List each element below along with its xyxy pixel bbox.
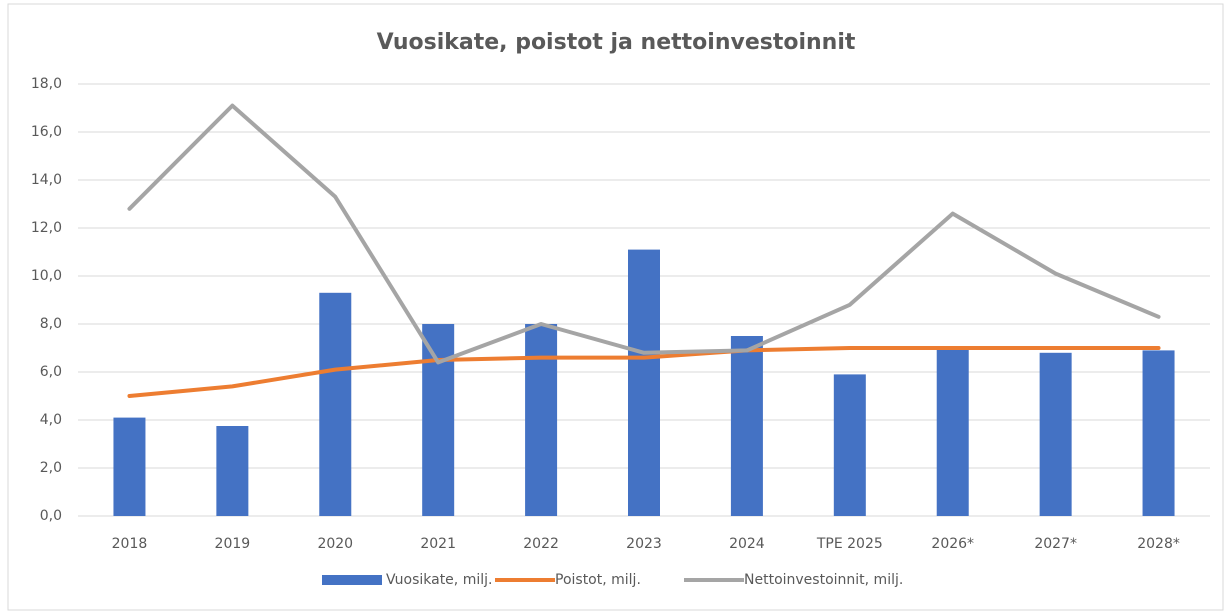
x-tick-label: 2019 bbox=[215, 536, 251, 552]
x-tick-label: TPE 2025 bbox=[816, 536, 883, 552]
x-tick-label: 2023 bbox=[626, 536, 662, 552]
line bbox=[127, 103, 1161, 365]
x-tick-label: 2021 bbox=[420, 536, 456, 552]
x-tick-label: 2027* bbox=[1034, 536, 1077, 552]
bar bbox=[730, 336, 763, 516]
bar bbox=[216, 426, 249, 516]
bar bbox=[319, 292, 352, 516]
x-tick-label: 2022 bbox=[523, 536, 559, 552]
x-tick-label: 2018 bbox=[112, 536, 148, 552]
line bbox=[127, 346, 1161, 398]
bar bbox=[628, 249, 660, 516]
legend-swatch bbox=[322, 575, 382, 585]
y-tick-label: 18,0 bbox=[31, 76, 62, 92]
legend-label: Nettoinvestoinnit, milj. bbox=[744, 572, 903, 588]
chart-title: Vuosikate, poistot ja nettoinvestoinnit bbox=[377, 30, 856, 55]
bar bbox=[833, 374, 866, 516]
bar bbox=[1142, 350, 1175, 516]
bar bbox=[422, 324, 455, 516]
bar bbox=[1039, 352, 1072, 516]
bar bbox=[525, 324, 558, 516]
y-tick-label: 16,0 bbox=[31, 124, 62, 140]
y-tick-label: 8,0 bbox=[40, 316, 62, 332]
x-tick-label: 2020 bbox=[317, 536, 353, 552]
y-tick-label: 14,0 bbox=[31, 172, 62, 188]
x-tick-label: 2024 bbox=[729, 536, 765, 552]
y-tick-label: 10,0 bbox=[31, 268, 62, 284]
legend-label: Vuosikate, milj. bbox=[386, 572, 492, 588]
bar bbox=[113, 417, 146, 516]
bar bbox=[936, 348, 969, 516]
y-tick-label: 4,0 bbox=[40, 412, 62, 428]
x-tick-label: 2026* bbox=[931, 536, 974, 552]
chart-border bbox=[7, 3, 1224, 611]
legend-label: Poistot, milj. bbox=[555, 572, 641, 588]
y-tick-label: 0,0 bbox=[40, 508, 62, 524]
x-tick-label: 2028* bbox=[1137, 536, 1180, 552]
y-tick-label: 2,0 bbox=[40, 460, 62, 476]
y-tick-label: 12,0 bbox=[31, 220, 62, 236]
y-tick-label: 6,0 bbox=[40, 364, 62, 380]
